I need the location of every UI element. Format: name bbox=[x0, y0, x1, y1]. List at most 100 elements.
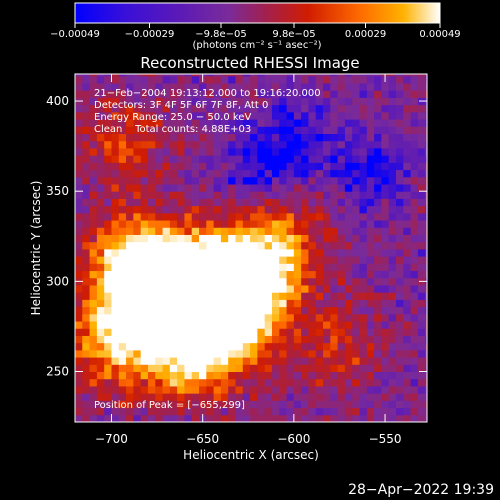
heatmap-cell bbox=[315, 90, 324, 98]
heatmap-cell bbox=[264, 97, 273, 106]
heatmap-cell bbox=[330, 277, 339, 286]
heatmap-cell bbox=[118, 364, 127, 373]
heatmap-cell bbox=[235, 111, 244, 120]
heatmap-cell bbox=[425, 371, 427, 380]
heatmap-cell bbox=[220, 183, 229, 192]
heatmap-cell bbox=[75, 385, 83, 394]
heatmap-cell bbox=[235, 162, 244, 171]
heatmap-cell bbox=[111, 111, 120, 120]
heatmap-cell bbox=[155, 378, 164, 387]
heatmap-cell bbox=[264, 83, 273, 91]
heatmap-cell bbox=[191, 176, 200, 185]
heatmap-cell bbox=[395, 198, 404, 207]
heatmap-cell bbox=[169, 83, 178, 91]
heatmap-cell bbox=[162, 133, 171, 142]
heatmap-cell bbox=[75, 292, 83, 300]
heatmap-cell bbox=[184, 393, 193, 401]
heatmap-cell bbox=[330, 364, 339, 373]
heatmap-cell bbox=[169, 328, 178, 336]
heatmap-cell bbox=[352, 299, 361, 308]
heatmap-cell bbox=[279, 198, 288, 207]
heatmap-cell bbox=[228, 126, 236, 135]
heatmap-cell bbox=[191, 119, 200, 127]
heatmap-cell bbox=[374, 169, 382, 178]
heatmap-cell bbox=[104, 263, 112, 272]
heatmap-cell bbox=[162, 155, 171, 163]
heatmap-cell bbox=[242, 256, 251, 264]
heatmap-cell bbox=[425, 414, 427, 422]
heatmap-cell bbox=[264, 205, 273, 214]
heatmap-cell bbox=[330, 140, 339, 149]
heatmap-cell bbox=[366, 321, 375, 329]
heatmap-cell bbox=[220, 198, 229, 207]
heatmap-cell bbox=[271, 357, 280, 365]
heatmap-cell bbox=[199, 342, 207, 351]
heatmap-cell bbox=[323, 364, 331, 373]
heatmap-cell bbox=[374, 140, 382, 149]
heatmap-cell bbox=[403, 162, 412, 171]
heatmap-cell bbox=[279, 119, 288, 127]
heatmap-cell bbox=[366, 191, 375, 199]
heatmap-cell bbox=[315, 212, 324, 221]
heatmap-cell bbox=[337, 126, 346, 135]
heatmap-cell bbox=[140, 385, 149, 394]
heatmap-cell bbox=[104, 400, 112, 409]
heatmap-cell bbox=[286, 414, 295, 422]
heatmap-cell bbox=[388, 212, 397, 221]
heatmap-cell bbox=[388, 263, 397, 272]
heatmap-cell bbox=[206, 321, 215, 329]
heatmap-cell bbox=[301, 191, 309, 199]
heatmap-cell bbox=[330, 119, 339, 127]
heatmap-cell bbox=[199, 205, 207, 214]
heatmap-cell bbox=[177, 126, 185, 135]
heatmap-cell bbox=[235, 183, 244, 192]
heatmap-cell bbox=[82, 183, 91, 192]
heatmap-cell bbox=[242, 74, 251, 77]
heatmap-cell bbox=[184, 220, 193, 228]
heatmap-cell bbox=[395, 83, 404, 91]
heatmap-cell bbox=[293, 400, 302, 409]
heatmap-cell bbox=[330, 378, 339, 387]
heatmap-cell bbox=[213, 191, 222, 199]
heatmap-cell bbox=[96, 227, 105, 235]
heatmap-cell bbox=[111, 364, 120, 373]
heatmap-cell bbox=[213, 349, 222, 358]
heatmap-cell bbox=[279, 378, 288, 387]
heatmap-cell bbox=[111, 183, 120, 192]
heatmap-cell bbox=[82, 248, 91, 257]
heatmap-cell bbox=[133, 133, 142, 142]
heatmap-cell bbox=[257, 205, 266, 214]
heatmap-cell bbox=[75, 162, 83, 171]
heatmap-cell bbox=[344, 371, 353, 380]
heatmap-cell bbox=[286, 241, 295, 250]
heatmap-cell bbox=[330, 191, 339, 199]
heatmap-cell bbox=[344, 364, 353, 373]
heatmap-cell bbox=[191, 104, 200, 113]
heatmap-cell bbox=[330, 183, 339, 192]
heatmap-cell bbox=[111, 284, 120, 293]
heatmap-cell bbox=[344, 299, 353, 308]
heatmap-cell bbox=[410, 220, 419, 228]
heatmap-cell bbox=[315, 400, 324, 409]
heatmap-cell bbox=[118, 104, 127, 113]
heatmap-cell bbox=[264, 198, 273, 207]
heatmap-cell bbox=[337, 191, 346, 199]
heatmap-cell bbox=[257, 306, 266, 315]
heatmap-cell bbox=[104, 292, 112, 300]
heatmap-cell bbox=[366, 342, 375, 351]
heatmap-cell bbox=[395, 393, 404, 401]
heatmap-cell bbox=[111, 378, 120, 387]
heatmap-cell bbox=[417, 212, 426, 221]
heatmap-cell bbox=[155, 292, 164, 300]
heatmap-cell bbox=[374, 75, 382, 84]
heatmap-cell bbox=[301, 306, 309, 315]
heatmap-cell bbox=[352, 407, 361, 416]
heatmap-cell bbox=[374, 97, 382, 106]
heatmap-cell bbox=[235, 400, 244, 409]
heatmap-cell bbox=[308, 313, 317, 322]
heatmap-cell bbox=[271, 241, 280, 250]
heatmap-cell bbox=[323, 126, 331, 135]
heatmap-cell bbox=[228, 292, 236, 300]
heatmap-cell bbox=[199, 133, 207, 142]
heatmap-cell bbox=[89, 284, 98, 293]
